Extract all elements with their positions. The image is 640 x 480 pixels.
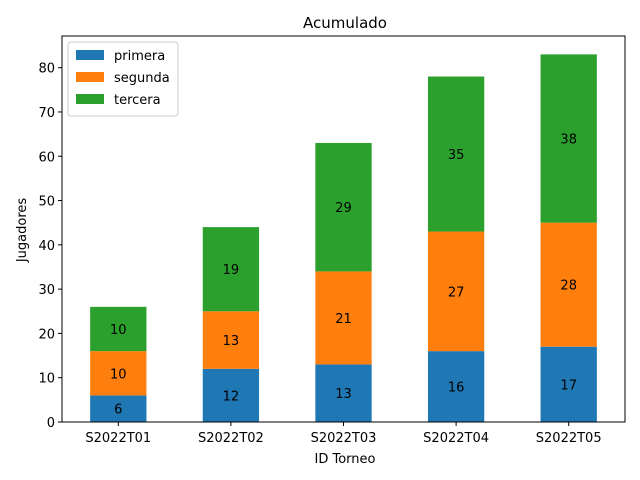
legend-swatch-segunda bbox=[76, 72, 104, 82]
bar-tercera-S2022T04 bbox=[427, 76, 485, 232]
legend-swatch-primera bbox=[76, 50, 104, 60]
bar-primera-S2022T03 bbox=[315, 364, 372, 422]
y-tick-label: 10 bbox=[38, 372, 55, 387]
y-tick-label: 20 bbox=[38, 327, 55, 342]
bar-primera-S2022T05 bbox=[540, 346, 597, 422]
bar-primera-S2022T01 bbox=[90, 395, 147, 422]
x-tick-label: S2022T05 bbox=[536, 431, 602, 446]
data-label-primera-S2022T01: 6 bbox=[114, 403, 122, 418]
data-label-segunda-S2022T05: 28 bbox=[560, 279, 577, 294]
y-tick-label: 60 bbox=[38, 150, 55, 165]
x-tick-label: S2022T04 bbox=[423, 431, 489, 446]
bar-segunda-S2022T05 bbox=[540, 222, 597, 347]
y-axis-label: Jugadores bbox=[15, 198, 30, 264]
bars-layer bbox=[90, 54, 597, 422]
data-label-segunda-S2022T01: 10 bbox=[110, 367, 127, 382]
data-label-segunda-S2022T03: 21 bbox=[335, 312, 352, 327]
data-label-primera-S2022T05: 17 bbox=[560, 378, 577, 393]
bar-segunda-S2022T04 bbox=[427, 231, 485, 352]
x-tick-label: S2022T01 bbox=[85, 431, 151, 446]
data-label-tercera-S2022T01: 10 bbox=[110, 323, 127, 338]
data-label-tercera-S2022T03: 29 bbox=[335, 201, 352, 216]
ticks-layer: 0 10 20 30 40 50 60 70 80 S2022T01 S2022T02 S2022T0… bbox=[38, 62, 601, 446]
bar-tercera-S2022T02 bbox=[202, 227, 260, 312]
data-label-tercera-S2022T05: 38 bbox=[560, 133, 577, 148]
legend: primera segunda tercera bbox=[67, 41, 179, 117]
data-label-primera-S2022T02: 12 bbox=[223, 389, 240, 404]
y-tick-label: 40 bbox=[38, 239, 55, 254]
chart-title: Acumulado bbox=[303, 14, 387, 32]
legend-swatch-tercera bbox=[76, 94, 104, 104]
bar-primera-S2022T04 bbox=[427, 351, 485, 422]
data-label-primera-S2022T03: 13 bbox=[335, 387, 352, 402]
bar-primera-S2022T02 bbox=[202, 368, 260, 422]
y-tick-label: 70 bbox=[38, 106, 55, 121]
data-label-tercera-S2022T02: 19 bbox=[223, 263, 240, 278]
data-label-primera-S2022T04: 16 bbox=[448, 381, 465, 396]
legend-label-primera: primera bbox=[114, 49, 165, 64]
y-tick-label: 30 bbox=[38, 283, 55, 298]
x-axis-label: ID Torneo bbox=[315, 452, 376, 467]
data-labels-layer: 6 10 10 12 13 19 13 21 29 16 27 35 17 28 38 bbox=[110, 133, 577, 418]
data-label-tercera-S2022T04: 35 bbox=[448, 148, 465, 163]
data-label-segunda-S2022T02: 13 bbox=[223, 334, 240, 349]
y-tick-label: 80 bbox=[38, 62, 55, 77]
bar-segunda-S2022T03 bbox=[315, 271, 372, 365]
x-tick-label: S2022T03 bbox=[311, 431, 377, 446]
legend-label-tercera: tercera bbox=[114, 93, 161, 108]
bar-tercera-S2022T01 bbox=[90, 306, 147, 352]
legend-label-segunda: segunda bbox=[114, 71, 170, 86]
bar-tercera-S2022T03 bbox=[315, 142, 372, 272]
x-tick-label: S2022T02 bbox=[198, 431, 264, 446]
data-label-segunda-S2022T04: 27 bbox=[448, 285, 465, 300]
bar-segunda-S2022T02 bbox=[202, 311, 260, 369]
bar-tercera-S2022T05 bbox=[540, 54, 597, 223]
y-tick-label: 50 bbox=[38, 195, 55, 210]
bar-segunda-S2022T01 bbox=[90, 351, 147, 396]
y-tick-label: 0 bbox=[47, 416, 55, 431]
